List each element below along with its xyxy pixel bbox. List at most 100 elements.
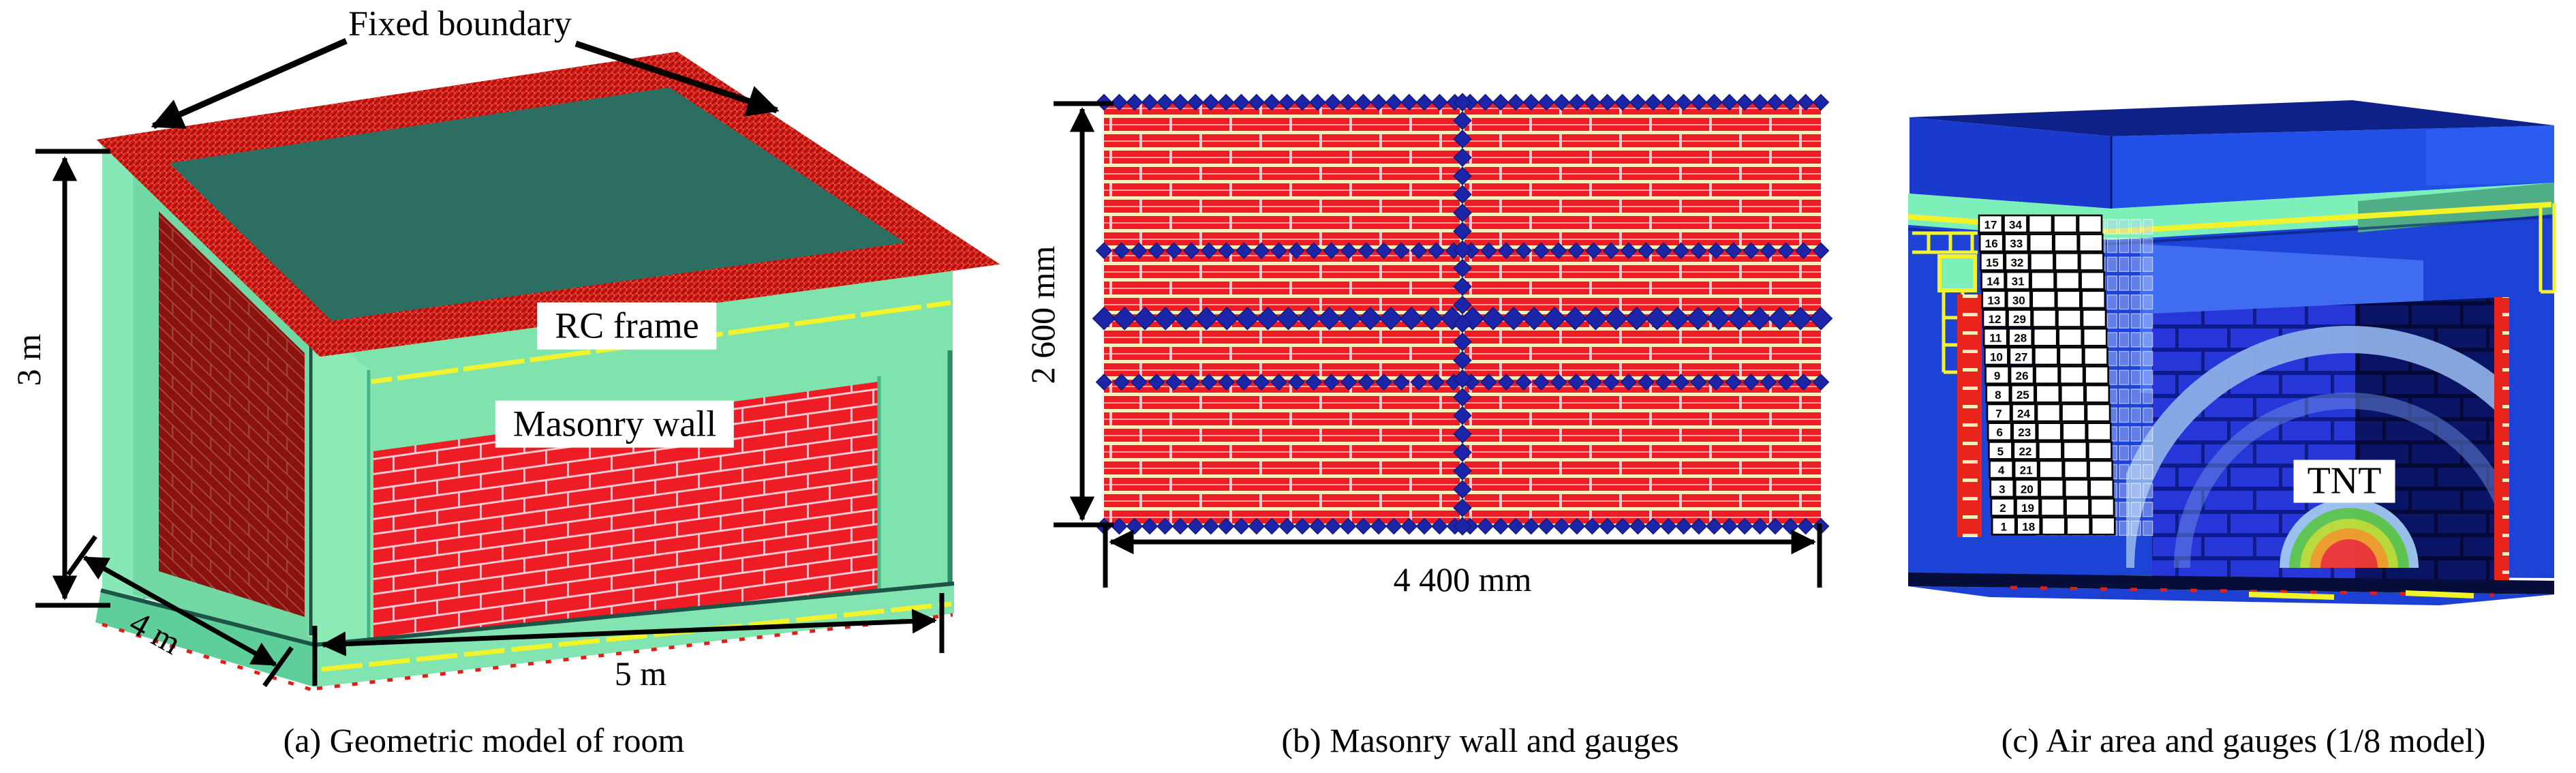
- wall-gauge-box: [2066, 516, 2091, 536]
- gauge-dot: [1392, 242, 1410, 260]
- air-gauge-marker: [2130, 426, 2141, 442]
- wall-gauge-number: 34: [2009, 219, 2022, 232]
- gauge-dot: [1794, 374, 1812, 391]
- gauge-dot: [1235, 242, 1253, 260]
- rc-frame-label: RC frame: [537, 302, 717, 350]
- gauge-dot: [1217, 93, 1235, 111]
- gauge-dot: [1707, 242, 1725, 260]
- gauge-dot: [1736, 93, 1753, 111]
- gauge-dot: [1477, 93, 1494, 111]
- wall-gauge-box: [1989, 459, 2014, 479]
- wall-gauge-box: [2082, 327, 2108, 347]
- air-gauge-marker: [2130, 445, 2141, 461]
- caption-panel-a: (a) Geometric model of room: [283, 721, 685, 759]
- gauge-dot: [1453, 130, 1472, 149]
- gauge-dot: [1453, 111, 1472, 130]
- left-masonry-panel: [159, 211, 305, 617]
- wall-gauge-box: [2063, 459, 2089, 479]
- wall-gauge-box: [2064, 479, 2089, 498]
- wall-gauge-box: [1985, 384, 2011, 404]
- wall-gauge-box: [2053, 214, 2078, 234]
- gauge-dot: [1812, 374, 1830, 391]
- gauge-dot: [1614, 93, 1631, 111]
- wall-gauge-box: [2028, 233, 2054, 253]
- air-gauge-marker: [2130, 350, 2141, 367]
- wall-gauge-box: [2061, 403, 2086, 423]
- gauge-dot: [1323, 374, 1340, 391]
- gauge-dot: [1202, 93, 1220, 111]
- gauge-dot: [1563, 306, 1587, 331]
- gauge-dot: [1126, 93, 1144, 111]
- ground-shadow: [1908, 573, 2554, 594]
- gauge-dot: [1453, 166, 1472, 185]
- gauge-dot: [1263, 93, 1281, 111]
- wall-gauge-box: [2053, 233, 2079, 253]
- gauge-dot: [1725, 374, 1743, 391]
- wall-gauge-box: [2038, 441, 2063, 460]
- wall-gauge-number: 5: [1997, 445, 2004, 458]
- gauge-dot: [1777, 242, 1795, 260]
- wall-gauge-box: [2031, 309, 2057, 328]
- gauge-dot: [1399, 306, 1424, 331]
- gauge-dot: [1625, 306, 1649, 331]
- gauge-dot: [1777, 374, 1795, 391]
- masonry-wall-label: Masonry wall: [495, 400, 735, 448]
- air-gauge-marker: [2130, 407, 2141, 423]
- gauge-dot: [1705, 93, 1723, 111]
- air-gauge-marker: [2142, 256, 2153, 272]
- gauge-dot: [1165, 242, 1182, 260]
- wall-gauge-box: [2036, 403, 2061, 423]
- wall-gauge-number: 15: [1986, 256, 1999, 269]
- gauge-dot: [1599, 93, 1616, 111]
- wall-gauge-box: [2059, 365, 2085, 384]
- gauge-dot: [1340, 374, 1358, 391]
- gauge-dot: [1253, 374, 1270, 391]
- wall-gauge-box: [1981, 290, 2007, 309]
- air-gauge-marker: [2106, 332, 2118, 348]
- gauge-dot: [1492, 93, 1509, 111]
- dimension-4m: [66, 534, 294, 688]
- wall-gauge-box: [2008, 346, 2034, 366]
- gauge-dot: [1501, 306, 1526, 331]
- gauge-dot: [1278, 93, 1295, 111]
- wall-gauge-number: 2: [1999, 502, 2006, 515]
- gauge-dot: [1453, 480, 1472, 499]
- wall-gauge-box: [2007, 309, 2032, 328]
- air-gauge-marker: [2142, 426, 2153, 442]
- tnt-label: TNT: [2293, 459, 2395, 503]
- wall-gauge-box: [2089, 498, 2115, 517]
- gauge-dot: [1453, 314, 1472, 333]
- wall-gauge-box: [2031, 290, 2057, 309]
- fixed-boundary-arrow-left: [151, 37, 348, 130]
- air-gauge-marker: [2119, 313, 2130, 329]
- air-gauge-marker: [2142, 502, 2153, 517]
- wall-gauge-number: 14: [1987, 275, 1999, 288]
- gauge-dot: [1583, 93, 1601, 111]
- gauge-dot: [1338, 306, 1362, 331]
- wall-gauge-box: [2055, 271, 2081, 290]
- gauge-dot: [1415, 93, 1433, 111]
- gauge-dot: [1812, 242, 1830, 260]
- air-gauge-marker: [2142, 219, 2153, 234]
- wall-gauge-number: 4: [1998, 464, 2005, 477]
- gauge-dot: [1788, 306, 1813, 331]
- air-gauge-marker: [2142, 369, 2153, 385]
- air-gauge-marker: [2106, 275, 2118, 291]
- caption-panel-b: (b) Masonry wall and gauges: [1281, 721, 1679, 759]
- gauge-dot: [1420, 306, 1444, 331]
- gauge-dot: [1340, 242, 1358, 260]
- gauge-dot: [1747, 306, 1772, 331]
- wall-gauge-box: [1986, 403, 2012, 423]
- air-box-upper-left-face: [1910, 117, 2111, 209]
- wall-gauge-box: [2081, 290, 2106, 309]
- air-gauge-marker: [2119, 445, 2130, 461]
- air-gauge-marker: [2142, 237, 2153, 254]
- gauge-dot: [1781, 93, 1799, 111]
- wall-gauge-number: 25: [2017, 389, 2029, 401]
- wall-gauge-box: [2088, 459, 2113, 479]
- air-gauge-marker: [2119, 256, 2130, 272]
- gauge-dot: [1620, 374, 1638, 391]
- gauge-dot: [1130, 242, 1148, 260]
- gauge-dot: [1707, 374, 1725, 391]
